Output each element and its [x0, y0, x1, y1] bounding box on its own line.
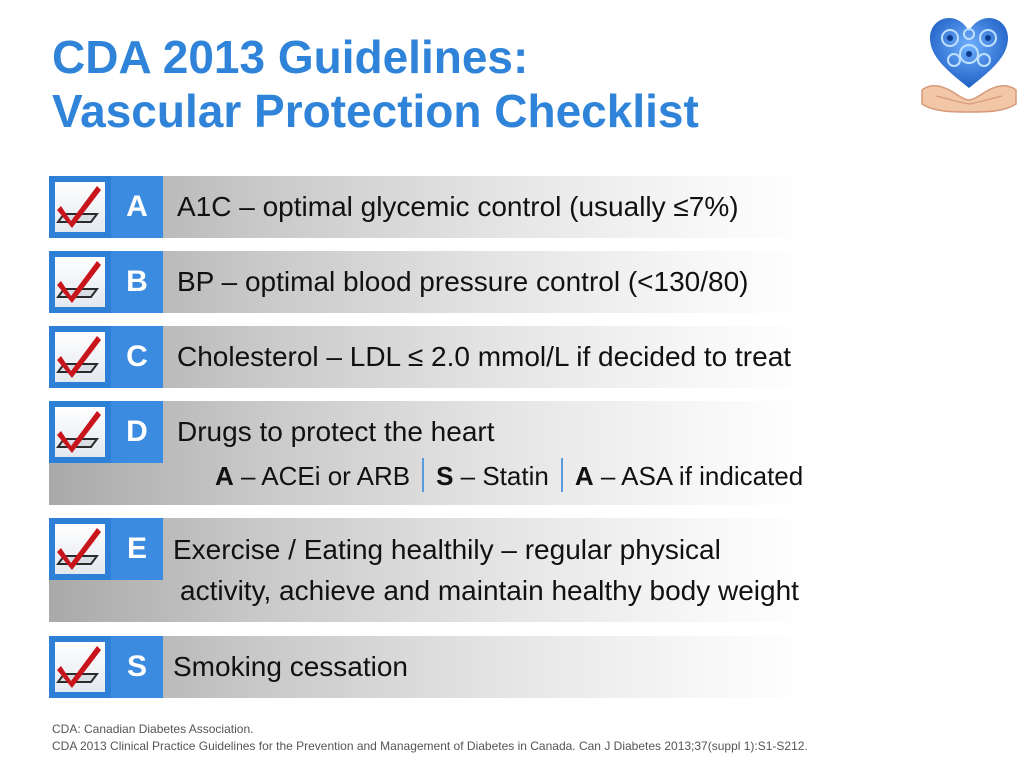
- checklist-item-b: B BP – optimal blood pressure control (<…: [49, 251, 979, 313]
- separator: [422, 458, 425, 493]
- item-a-tile: A: [49, 176, 163, 238]
- footnote-abbreviation: CDA: Canadian Diabetes Association.: [52, 722, 254, 736]
- drug-key-statin: S: [436, 461, 454, 491]
- checklist-item-s: S Smoking cessation: [49, 636, 979, 698]
- item-e-tile: E: [49, 518, 163, 580]
- checkbox-icon: [49, 326, 111, 388]
- item-letter: S: [111, 636, 163, 698]
- checklist-item-d: D Drugs to protect the heart A – ACEi or…: [49, 401, 979, 505]
- footnote-reference: CDA 2013 Clinical Practice Guidelines fo…: [52, 739, 808, 753]
- heart-gears-logo: [916, 8, 1022, 116]
- item-letter: E: [111, 518, 163, 580]
- drug-key-asa: A: [574, 461, 594, 491]
- checkbox-icon: [49, 176, 111, 238]
- item-text: Exercise / Eating healthily – regular ph…: [173, 534, 721, 565]
- item-text: Cholesterol – LDL ≤ 2.0 mmol/L if decide…: [177, 341, 792, 372]
- item-text: Drugs to protect the heart: [177, 416, 495, 447]
- checklist-item-a: A A1C – optimal glycemic control (usuall…: [49, 176, 979, 238]
- item-text-continued: activity, achieve and maintain healthy b…: [180, 575, 799, 606]
- heart-of-gears-in-hands-icon: [921, 18, 1017, 113]
- checkbox-icon: [49, 401, 111, 463]
- drug-list: A – ACEi or ARB S – Statin A – ASA if indi…: [215, 458, 804, 495]
- item-letter: D: [111, 401, 163, 463]
- item-letter: B: [111, 251, 163, 313]
- checkbox-icon: [49, 636, 111, 698]
- title-line-1: CDA 2013 Guidelines:: [52, 31, 529, 83]
- separator: [560, 458, 563, 493]
- item-c-tile: C: [49, 326, 163, 388]
- checklist-item-e: E Exercise / Eating healthily – regular …: [49, 518, 979, 622]
- drug-asa: – ASA if indicated: [593, 461, 804, 491]
- checklist-item-c: C Cholesterol – LDL ≤ 2.0 mmol/L if deci…: [49, 326, 979, 388]
- checkbox-icon: [49, 251, 111, 313]
- drug-statin: – Statin: [453, 461, 549, 491]
- item-s-tile: S: [49, 636, 163, 698]
- slide-title: CDA 2013 Guidelines: Vascular Protection…: [52, 30, 699, 138]
- item-d-tile: D: [49, 401, 163, 463]
- checkbox-icon: [49, 518, 111, 580]
- item-b-tile: B: [49, 251, 163, 313]
- item-text: BP – optimal blood pressure control (<13…: [177, 266, 749, 297]
- drug-acei: – ACEi or ARB: [233, 461, 411, 491]
- drug-key-acei: A: [215, 461, 234, 491]
- item-text: A1C – optimal glycemic control (usually …: [177, 191, 739, 222]
- item-letter: A: [111, 176, 163, 238]
- item-text: Smoking cessation: [173, 651, 409, 682]
- title-line-2: Vascular Protection Checklist: [52, 85, 699, 137]
- item-letter: C: [111, 326, 163, 388]
